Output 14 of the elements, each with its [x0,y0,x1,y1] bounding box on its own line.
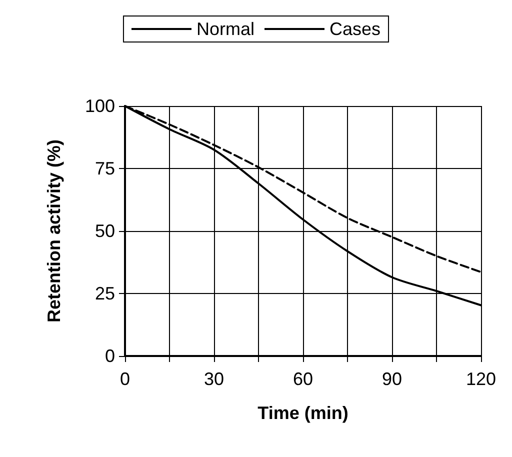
x-tick-label: 120 [466,369,496,389]
y-tick-label: 75 [94,158,115,178]
y-tick-label: 0 [104,346,115,366]
x-tick-label: 0 [120,369,130,389]
y-tick-label: 25 [94,284,115,304]
x-axis-title: Time (min) [258,403,348,423]
x-tick-label: 30 [204,369,224,389]
y-axis-title: Retention activity (%) [44,139,64,323]
x-tick-label: 60 [292,369,314,389]
legend-label: Normal [196,19,254,39]
y-tick-label: 100 [84,96,115,116]
legend-label: Cases [329,19,381,39]
x-tick-label: 90 [382,369,402,389]
y-tick-label: 50 [94,221,115,241]
